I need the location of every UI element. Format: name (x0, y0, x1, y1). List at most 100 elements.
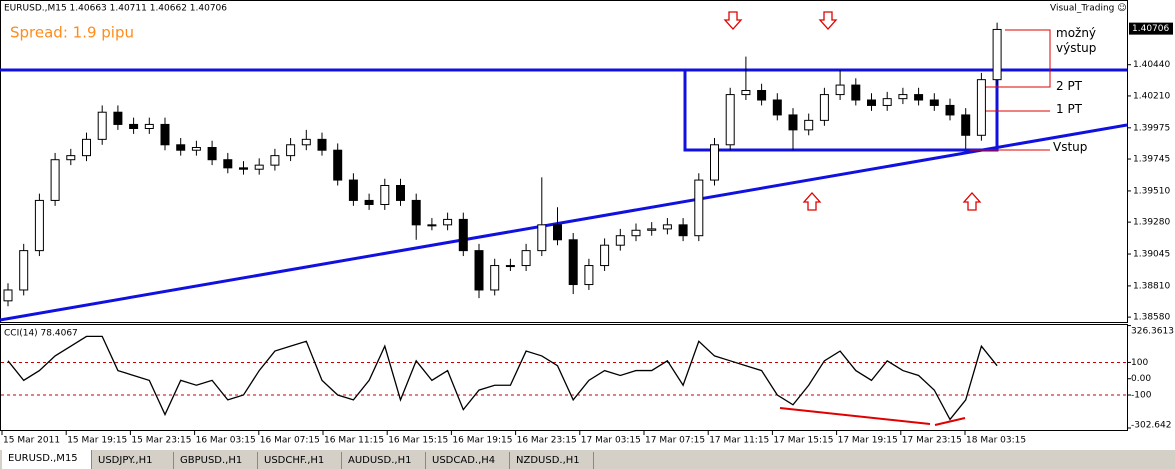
annotation: 2 PT (1056, 79, 1083, 93)
annotation: možný výstup (1056, 26, 1097, 55)
y-tick-label: 1.40210 (1133, 91, 1170, 101)
candle-body (348, 179, 358, 201)
candle-body (772, 99, 782, 116)
candle-body (804, 119, 814, 131)
brand: Visual_Trading ☺ (1050, 3, 1127, 14)
candle-body (851, 84, 861, 101)
background (0, 0, 1175, 450)
candle-body (788, 114, 798, 131)
tab[interactable]: EURUSD.,M15 (2, 450, 92, 469)
candle-body (882, 98, 892, 106)
y-tick-label: -302.642 (1131, 421, 1171, 431)
y-tick-label: -100 (1131, 391, 1152, 401)
divergence-line (934, 417, 966, 426)
up-arrow (802, 192, 822, 211)
main-panel-frame (0, 0, 1128, 323)
candle-body (757, 90, 767, 101)
candle-body (443, 218, 453, 226)
x-tick-label: 16 Mar 11:15 (324, 436, 384, 446)
candle-body (474, 250, 484, 291)
candle-body (662, 224, 672, 230)
candle-body (396, 184, 405, 201)
candle-body (19, 250, 29, 291)
candle-body (458, 218, 468, 252)
chart-header: EURUSD.,M15 1.40663 1.40711 1.40662 1.40… (4, 4, 227, 14)
tab[interactable]: NZDUSD.,H1 (510, 452, 594, 469)
candle-body (176, 144, 186, 151)
y-tick-label: 1.39045 (1133, 250, 1170, 260)
candle-body (50, 159, 60, 201)
candle-body (113, 111, 123, 125)
tab[interactable]: USDJPY.,H1 (92, 452, 174, 469)
candle-body (631, 229, 641, 237)
candle-body (867, 99, 876, 106)
candle-body (301, 138, 311, 146)
candle-body (333, 149, 343, 181)
y-tick-label: 1.39745 (1133, 155, 1170, 165)
tab[interactable]: USDCAD.,H4 (426, 452, 510, 469)
candle-body (160, 123, 170, 146)
candle-body (929, 99, 939, 106)
y-tick-label: 100 (1131, 358, 1148, 368)
cci-line (7, 335, 998, 421)
tab-bar (0, 450, 1175, 469)
down-arrow (723, 11, 743, 30)
x-tick-label: 18 Mar 03:15 (966, 436, 1026, 446)
annotation: Vstup (1053, 140, 1088, 154)
candle-body (694, 179, 704, 237)
candle-body (34, 199, 44, 252)
candle-body (835, 84, 845, 96)
candle-body (286, 144, 296, 157)
candle-body (647, 228, 657, 231)
range-box (683, 68, 999, 152)
candle-body (505, 265, 515, 268)
candle-body (129, 123, 139, 130)
candle-body (898, 94, 908, 100)
candle-body (961, 114, 971, 136)
x-tick-label: 16 Mar 19:15 (452, 436, 512, 446)
candle-body (239, 167, 248, 170)
x-tick-label: 16 Mar 15:15 (388, 436, 448, 446)
candle-body (521, 250, 531, 267)
candle-body (725, 94, 735, 146)
trend-line (0, 123, 1128, 322)
x-tick-label: 16 Mar 07:15 (260, 436, 320, 446)
candle-body (710, 144, 719, 181)
arrows (723, 11, 982, 211)
x-tick-label: 17 Mar 15:15 (773, 436, 833, 446)
current-price-box (1129, 22, 1173, 35)
divergence-line (779, 407, 931, 425)
candle-body (82, 138, 91, 157)
candle-body (144, 123, 154, 130)
candle-body (380, 184, 390, 205)
candle-body (223, 159, 233, 169)
candle-body (615, 235, 625, 246)
candle-body (270, 155, 280, 166)
candle-body (553, 224, 562, 241)
candle-body (490, 265, 500, 291)
candle-body (600, 244, 610, 267)
candle-body (992, 28, 1002, 81)
y-tick-label: 0.00 (1131, 374, 1151, 384)
tab[interactable]: USDCHF.,H1 (258, 452, 342, 469)
x-tick-label: 17 Mar 07:15 (645, 436, 705, 446)
current-price: 1.40706 (1132, 24, 1169, 34)
x-tick-label: 15 Mar 19:15 (67, 436, 127, 446)
candle-body (207, 146, 217, 161)
candle-body (411, 199, 421, 226)
x-tick-label: 15 Mar 2011 (3, 436, 60, 446)
x-tick-label: 17 Mar 23:15 (902, 436, 962, 446)
spread: Spread: 1.9 pipu (10, 24, 134, 42)
x-tick-label: 17 Mar 03:15 (581, 436, 641, 446)
candle-body (945, 104, 955, 116)
x-tick-label: 17 Mar 19:15 (838, 436, 898, 446)
candle-body (3, 289, 13, 302)
y-tick-label: 1.39510 (1133, 186, 1170, 196)
cci-panel-frame (0, 324, 1128, 431)
tab[interactable]: AUDUSD.,H1 (342, 452, 426, 469)
down-arrow (818, 11, 838, 30)
tab[interactable]: GBPUSD.,H1 (174, 452, 258, 469)
y-tick-label: 1.40440 (1133, 60, 1170, 70)
